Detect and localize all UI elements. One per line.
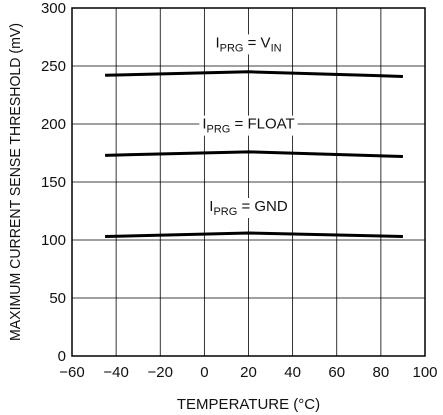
x-tick-label: 0 — [200, 364, 208, 381]
annotation-background — [206, 198, 291, 218]
x-tick-label: −40 — [103, 364, 128, 381]
annotation-background — [212, 34, 285, 55]
x-tick-label: 40 — [284, 364, 301, 381]
series-line — [105, 231, 403, 239]
series-annotation: IPRG = VIN — [215, 34, 281, 54]
x-tick-label: 20 — [240, 364, 257, 381]
series-line — [105, 70, 403, 78]
series-lines — [105, 70, 403, 239]
x-tick-label: 60 — [328, 364, 345, 381]
series-line — [105, 150, 403, 158]
series-annotation: IPRG = GND — [209, 198, 288, 218]
x-tick-label: −60 — [59, 364, 84, 381]
series-annotation: IPRG = FLOAT — [202, 116, 294, 136]
annotation-background — [199, 115, 298, 136]
y-tick-label: 300 — [41, 0, 66, 17]
x-tick-label: 80 — [373, 364, 390, 381]
x-tick-label: −20 — [148, 364, 173, 381]
grid — [71, 7, 426, 357]
y-tick-label: 250 — [41, 58, 66, 75]
x-axis-label: TEMPERATURE (°C) — [177, 396, 320, 413]
y-tick-label: 150 — [41, 174, 66, 191]
y-tick-label: 200 — [41, 116, 66, 133]
y-axis-label: MAXIMUM CURRENT SENSE THRESHOLD (mV) — [7, 23, 24, 341]
y-tick-label: 100 — [41, 232, 66, 249]
y-tick-label: 0 — [58, 348, 66, 365]
plot-frame — [71, 7, 426, 357]
x-tick-label: 100 — [412, 364, 437, 381]
series-annotations: IPRG = VIN IPRG = FLOAT IPRG = GND — [199, 34, 298, 218]
y-tick-label: 50 — [49, 290, 66, 307]
tick-labels: −60 −40 −20 0 20 40 60 80 100 0 50 100 150 200 250 300 — [41, 0, 438, 381]
